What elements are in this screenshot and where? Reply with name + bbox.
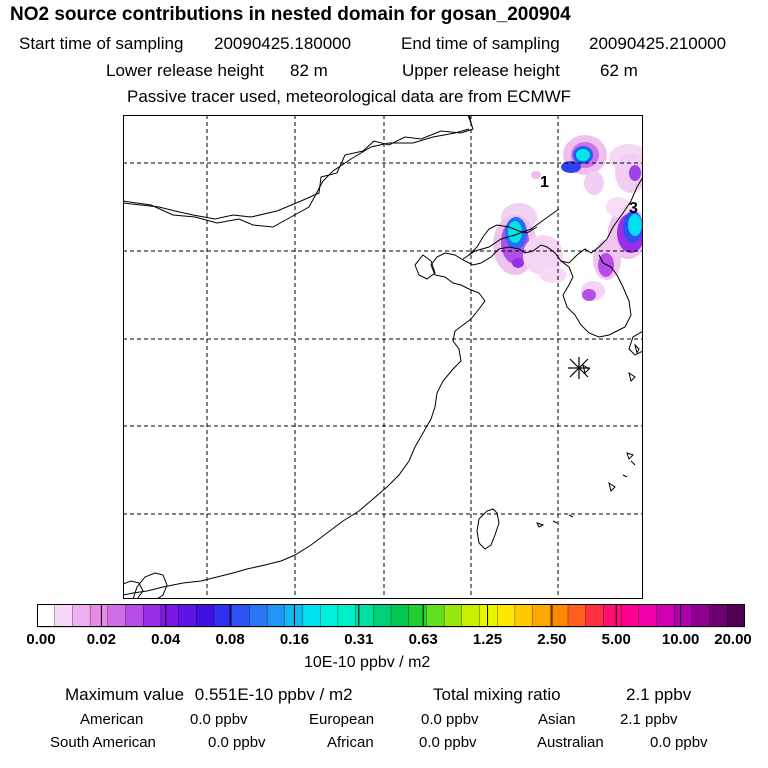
colorbar-cell: [674, 604, 693, 628]
start-time-label: Start time of sampling: [19, 34, 184, 53]
end-time-label: End time of sampling: [401, 34, 560, 53]
colorbar-cell: [532, 604, 551, 628]
region-value-american: 0.0 ppbv: [190, 711, 248, 728]
colorbar: [37, 604, 745, 628]
region-name-african: African: [327, 734, 374, 751]
total-mixing-value: 2.1 ppbv: [626, 685, 692, 704]
colorbar-cell: [125, 604, 144, 628]
map-panel: 1 3: [123, 115, 643, 599]
colorbar-cell: [266, 604, 286, 628]
colorbar-cell: [355, 604, 374, 628]
colorbar-cell: [514, 604, 534, 628]
colorbar-tick-label: 5.00: [601, 631, 631, 648]
upper-release-value: 62 m: [600, 61, 638, 80]
colorbar-tick-label: 0.04: [151, 631, 181, 648]
colorbar-cell: [160, 604, 180, 628]
end-time-value: 20090425.210000: [589, 34, 727, 53]
colorbar-tick-label: 20.00: [714, 631, 752, 648]
colorbar-cell: [709, 604, 728, 628]
asterisk-icon: [568, 357, 590, 379]
colorbar-tick-label: 2.50: [537, 631, 567, 648]
colorbar-tick-label: 0.08: [215, 631, 245, 648]
colorbar-cell: [620, 604, 640, 628]
colorbar-cell: [302, 604, 321, 628]
lat-lon-grid: [123, 115, 643, 599]
colorbar-cell: [72, 604, 91, 628]
colorbar-cell: [213, 604, 233, 628]
colorbar-cell: [479, 604, 498, 628]
colorbar-cell: [567, 604, 587, 628]
max-value-label: Maximum value: [65, 685, 185, 704]
colorbar-cell: [337, 604, 357, 628]
colorbar-cell: [249, 604, 268, 628]
colorbar-cell: [461, 604, 480, 628]
colorbar-cell: [585, 604, 604, 628]
colorbar-tick-label: 0.31: [344, 631, 374, 648]
political-borders: [123, 128, 560, 260]
colorbar-cell: [390, 604, 410, 628]
colorbar-cell: [656, 604, 675, 628]
colorbar-tick-label: 0.00: [26, 631, 56, 648]
region-name-australian: Australian: [537, 734, 604, 751]
source-label-1: 1: [540, 174, 549, 191]
region-name-asian: Asian: [538, 711, 576, 728]
colorbar-unit: 10E-10 ppbv / m2: [304, 654, 431, 671]
colorbar-cell: [196, 604, 215, 628]
colorbar-cell: [231, 604, 250, 628]
region-name-european: European: [309, 711, 375, 728]
colorbar-tick-label: 0.02: [86, 631, 116, 648]
colorbar-cell: [89, 604, 109, 628]
max-value-line: Maximum value 0.551E-10 ppbv / m2: [65, 685, 353, 705]
colorbar-cell: [426, 604, 445, 628]
total-mixing-label: Total mixing ratio: [433, 685, 561, 704]
region-value-european: 0.0 ppbv: [421, 711, 479, 728]
colorbar-cell: [37, 604, 56, 628]
region-name-american: American: [80, 711, 144, 728]
colorbar-cell: [178, 604, 197, 628]
colorbar-cell: [54, 604, 73, 628]
colorbar-tick-label: 10.00: [661, 631, 700, 648]
max-value: 0.551E-10 ppbv / m2: [194, 685, 353, 704]
region-name-south-american: South American: [50, 734, 156, 751]
colorbar-cell: [143, 604, 162, 628]
colorbar-cell: [550, 604, 569, 628]
colorbar-cell: [603, 604, 622, 628]
region-value-african: 0.0 ppbv: [419, 734, 477, 751]
lower-release-label: Lower release height: [106, 61, 264, 80]
start-time-value: 20090425.180000: [214, 34, 352, 53]
page-title: NO2 source contributions in nested domai…: [10, 4, 571, 25]
colorbar-tick-label: 1.25: [472, 631, 503, 648]
lower-release-value: 82 m: [290, 61, 328, 80]
colorbar-cell: [691, 604, 711, 628]
region-value-south-american: 0.0 ppbv: [208, 734, 266, 751]
colorbar-tick-label: 0.16: [279, 631, 310, 648]
colorbar-cell: [638, 604, 657, 628]
source-label-3: 3: [629, 200, 638, 217]
colorbar-cell: [107, 604, 126, 628]
upper-release-label: Upper release height: [402, 61, 560, 80]
colorbar-cell: [408, 604, 427, 628]
colorbar-tick-label: 0.63: [408, 631, 438, 648]
tracer-note: Passive tracer used, meteorological data…: [127, 87, 572, 106]
colorbar-cell: [373, 604, 392, 628]
colorbar-cell: [284, 604, 303, 628]
coastlines: [123, 115, 643, 599]
colorbar-cell: [320, 604, 339, 628]
region-value-asian: 2.1 ppbv: [620, 711, 678, 728]
region-value-australian: 0.0 ppbv: [650, 734, 708, 751]
colorbar-cell: [727, 604, 745, 628]
colorbar-cell: [443, 604, 463, 628]
colorbar-cell: [497, 604, 516, 628]
plume-blobs: [493, 135, 643, 301]
